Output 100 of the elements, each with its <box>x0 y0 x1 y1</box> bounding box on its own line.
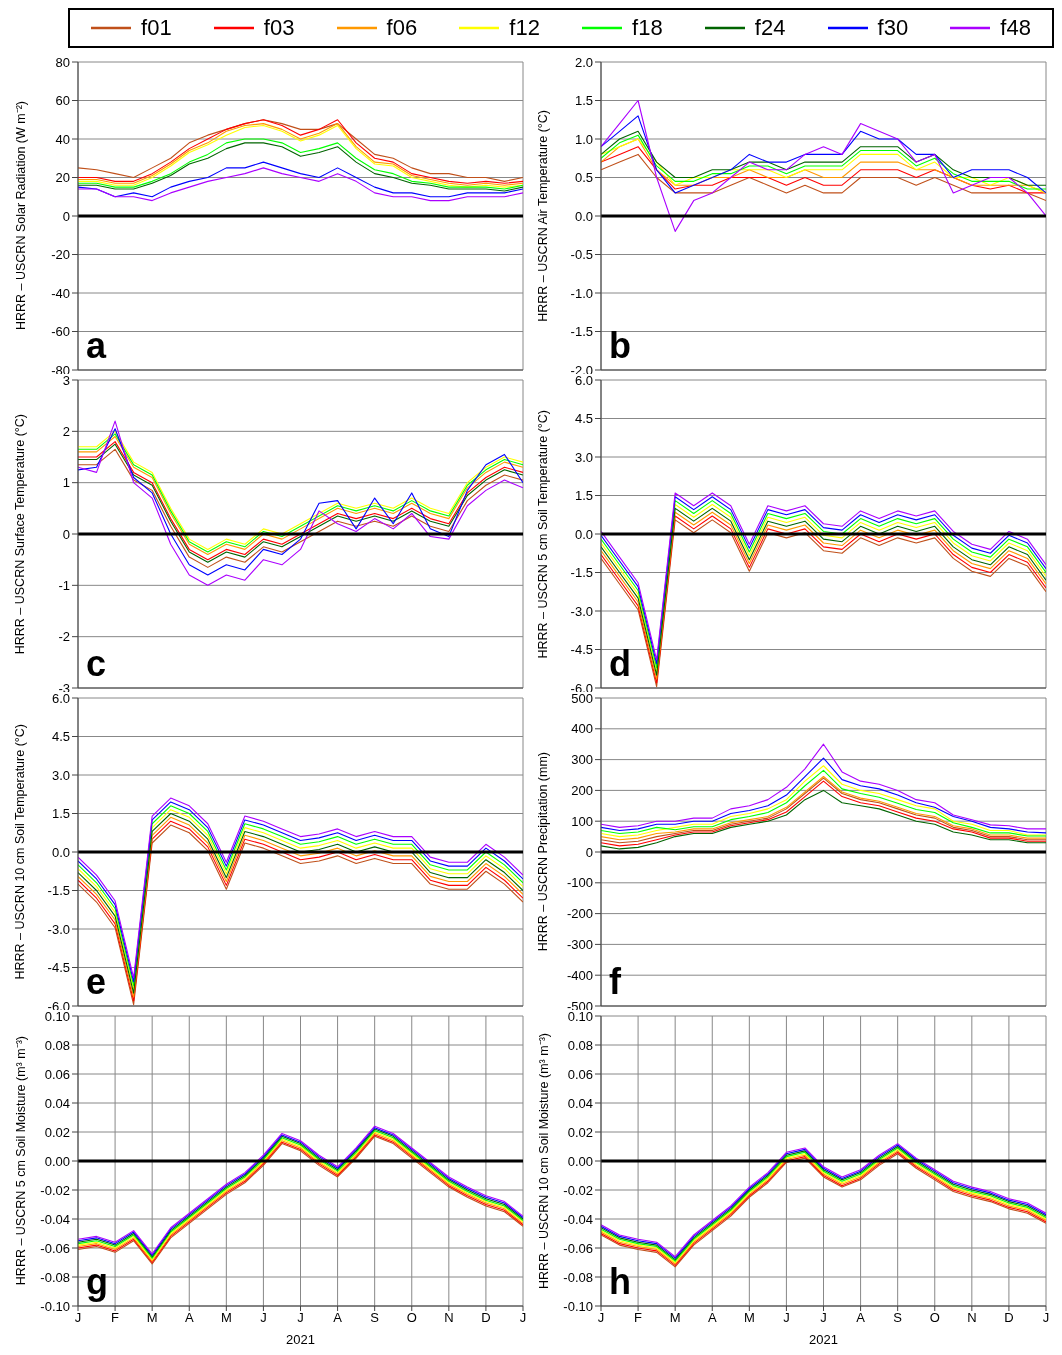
x-tick-label: S <box>893 1310 903 1326</box>
y-tick-label: 60 <box>55 93 70 109</box>
y-tick-label: 1.5 <box>574 488 593 504</box>
y-tick-label: -4.5 <box>47 960 70 976</box>
legend-label: f12 <box>509 15 540 41</box>
y-tick-label: 0.02 <box>44 1124 70 1140</box>
annotation: c <box>86 643 107 684</box>
legend-label: f06 <box>386 15 418 41</box>
y-tick-label: -0.5 <box>570 247 593 263</box>
y-tick-label: -0.04 <box>563 1211 593 1227</box>
y-tick-label: -2 <box>58 629 70 645</box>
y-tick-label: -0.02 <box>40 1182 70 1198</box>
y-tick-label: 3.0 <box>51 767 70 783</box>
y-tick-label: 1.5 <box>51 806 70 822</box>
y-axis-title: HRRR – USCRN 5 cm Soil Moisture (m³ m⁻³) <box>12 1036 29 1286</box>
y-tick-label: 4.5 <box>51 729 70 745</box>
y-tick-label: 0.02 <box>567 1124 593 1140</box>
x-tick-label: J <box>1042 1310 1050 1326</box>
x-tick-label: M <box>743 1310 755 1326</box>
y-tick-label: -0.06 <box>40 1240 70 1256</box>
y-tick-label: -0.08 <box>40 1269 70 1285</box>
y-tick-label: 2.0 <box>574 54 593 70</box>
y-tick-label: 0.00 <box>44 1153 70 1169</box>
x-tick-label: A <box>707 1310 717 1326</box>
y-tick-label: 0.08 <box>567 1037 593 1053</box>
y-tick-label: -1.0 <box>570 285 593 301</box>
y-tick-label: -200 <box>566 906 593 922</box>
y-tick-label: 0.04 <box>567 1095 593 1111</box>
y-tick-label: 0.0 <box>574 526 593 542</box>
y-axis-title: HRRR – USCRN 10 cm Soil Temperature (°C) <box>13 724 27 980</box>
x-tick-label: J <box>519 1310 527 1326</box>
y-tick-label: 0.5 <box>574 170 593 186</box>
y-tick-label: 2 <box>62 423 70 439</box>
line-series <box>601 789 1046 850</box>
x-tick-label: N <box>967 1310 977 1326</box>
y-axis-title: HRRR – USCRN Precipitation (mm) <box>536 752 550 952</box>
x-tick-label: M <box>146 1310 158 1326</box>
y-tick-label: -0.10 <box>563 1298 593 1314</box>
x-tick-label: O <box>406 1310 417 1326</box>
x-axis-title: 2021 <box>286 1332 315 1347</box>
x-tick-label: S <box>370 1310 380 1326</box>
legend-label: f30 <box>877 15 909 41</box>
annotation: g <box>86 1261 108 1302</box>
legend-label: f18 <box>632 15 663 41</box>
line-series <box>601 99 1046 232</box>
y-axis-title: HRRR – USCRN 5 cm Soil Temperature (°C) <box>536 409 550 659</box>
annotation: h <box>609 1261 631 1302</box>
y-tick-label: 40 <box>55 131 70 147</box>
legend-label: f24 <box>754 15 786 41</box>
x-tick-label: A <box>184 1310 194 1326</box>
x-tick-label: J <box>820 1310 827 1326</box>
x-tick-label: M <box>220 1310 232 1326</box>
y-tick-label: -40 <box>51 285 70 301</box>
y-tick-label: -3.0 <box>570 603 593 619</box>
y-tick-label: -300 <box>566 937 593 953</box>
x-tick-label: A <box>856 1310 866 1326</box>
y-tick-label: 0 <box>62 526 70 542</box>
y-tick-label: 0 <box>62 208 70 224</box>
y-tick-label: -0.06 <box>563 1240 593 1256</box>
y-tick-label: 1.0 <box>574 131 593 147</box>
line-series <box>78 161 523 198</box>
y-tick-label: -0.08 <box>563 1269 593 1285</box>
y-tick-label: -20 <box>51 247 70 263</box>
y-axis-title: HRRR – USCRN Solar Radiation (W m⁻²) <box>12 101 29 331</box>
x-tick-label: J <box>783 1310 790 1326</box>
x-axis-title: 2021 <box>809 1332 838 1347</box>
y-tick-label: 0.06 <box>44 1066 70 1082</box>
line-series <box>601 153 1046 202</box>
y-tick-label: 0.04 <box>44 1095 70 1111</box>
y-axis-title: HRRR – USCRN Air Temperature (°C) <box>536 110 550 322</box>
y-tick-label: 0.0 <box>574 208 593 224</box>
y-tick-label: -0.10 <box>40 1298 70 1314</box>
y-tick-label: -1.5 <box>570 565 593 581</box>
y-tick-label: -60 <box>51 324 70 340</box>
legend-label: f48 <box>1000 15 1031 41</box>
x-tick-label: N <box>444 1310 454 1326</box>
y-tick-label: -4.5 <box>570 642 593 658</box>
y-tick-label: 0.0 <box>51 844 70 860</box>
y-tick-label: 4.5 <box>574 411 593 427</box>
x-tick-label: J <box>260 1310 267 1326</box>
y-tick-label: -1.5 <box>570 324 593 340</box>
y-tick-label: 3.0 <box>574 449 593 465</box>
x-tick-label: A <box>333 1310 343 1326</box>
x-tick-label: O <box>929 1310 940 1326</box>
y-tick-label: -400 <box>566 967 593 983</box>
x-tick-label: D <box>1004 1310 1014 1326</box>
annotation: f <box>609 961 621 1002</box>
y-tick-label: 400 <box>571 721 593 737</box>
y-tick-label: 100 <box>571 813 593 829</box>
x-tick-label: F <box>634 1310 643 1326</box>
annotation: d <box>609 643 631 684</box>
line-series <box>601 743 1046 830</box>
annotation: a <box>86 325 107 366</box>
y-tick-label: 0.00 <box>567 1153 593 1169</box>
y-tick-label: -0.04 <box>40 1211 70 1227</box>
y-tick-label: 1 <box>62 475 70 491</box>
y-tick-label: 20 <box>55 170 70 186</box>
line-series <box>601 115 1046 194</box>
y-axis-title: HRRR – USCRN 10 cm Soil Moisture (m³ m⁻³) <box>535 1032 552 1290</box>
annotation: b <box>609 325 631 366</box>
